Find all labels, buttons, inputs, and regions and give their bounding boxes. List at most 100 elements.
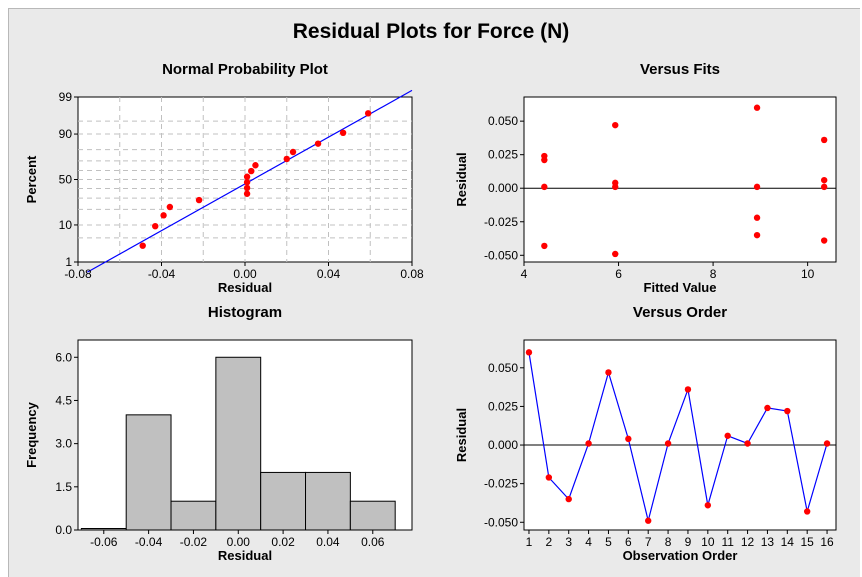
x-tick-label-3: 9 xyxy=(685,535,692,549)
data-point-0 xyxy=(289,148,297,156)
order-series-line xyxy=(528,352,828,521)
y-axis-label-1: Residual xyxy=(454,152,469,206)
y-tick-label-1: 0.000 xyxy=(488,181,518,195)
data-point-3 xyxy=(525,349,533,356)
histogram-bar xyxy=(125,414,172,531)
x-tick-label-3: 6 xyxy=(625,535,632,549)
data-point-0 xyxy=(243,179,251,186)
x-tick-label-3: 7 xyxy=(645,535,652,549)
y-tick-label-3: 0.025 xyxy=(488,399,518,413)
data-point-1 xyxy=(612,121,619,129)
y-tick-label-1: 0.050 xyxy=(488,114,518,128)
data-point-1 xyxy=(753,183,761,191)
histogram-bar xyxy=(349,500,396,531)
x-tick-label-3: 11 xyxy=(721,535,734,549)
x-tick-label-0: 0.08 xyxy=(400,267,424,281)
data-point-0 xyxy=(166,203,174,211)
x-tick-label-2: -0.06 xyxy=(90,535,118,549)
data-point-1 xyxy=(820,136,828,144)
data-point-3 xyxy=(684,386,692,393)
histogram-bar xyxy=(305,471,351,531)
data-point-0 xyxy=(314,140,322,147)
data-point-0 xyxy=(243,173,251,180)
histogram-bar xyxy=(170,500,217,531)
y-tick-label-3: -0.050 xyxy=(484,515,518,529)
y-tick-label-2: 1.5 xyxy=(55,480,72,494)
figure-title: Residual Plots for Force (N) xyxy=(292,20,570,43)
data-point-0 xyxy=(339,129,347,137)
y-tick-label-3: -0.025 xyxy=(484,477,518,491)
data-point-3 xyxy=(704,502,712,509)
data-point-0 xyxy=(283,155,290,163)
data-point-1 xyxy=(820,237,828,244)
y-tick-label-3: 0.000 xyxy=(488,438,518,452)
x-tick-label-0: 0.00 xyxy=(233,267,257,281)
y-tick-label-0: 90 xyxy=(59,127,73,141)
x-tick-label-0: -0.08 xyxy=(64,267,92,281)
y-tick-label-2: 4.5 xyxy=(55,393,72,407)
data-point-1 xyxy=(541,183,548,191)
data-point-3 xyxy=(565,495,572,503)
x-tick-label-3: 15 xyxy=(801,535,815,549)
data-point-3 xyxy=(585,440,592,447)
x-tick-label-1: 8 xyxy=(710,267,717,281)
x-tick-label-3: 1 xyxy=(526,535,533,549)
x-tick-label-3: 13 xyxy=(761,535,775,549)
y-tick-label-3: 0.050 xyxy=(488,361,518,375)
data-point-1 xyxy=(820,176,828,184)
x-tick-label-3: 16 xyxy=(820,535,834,549)
x-tick-label-2: 0.06 xyxy=(361,535,385,549)
data-point-0 xyxy=(195,196,203,204)
data-point-3 xyxy=(764,404,771,412)
plot-area-1 xyxy=(523,96,837,263)
histogram-bar xyxy=(260,471,307,531)
data-point-3 xyxy=(664,440,672,447)
x-tick-label-3: 3 xyxy=(565,535,572,549)
data-point-0 xyxy=(139,242,146,249)
x-axis-label-2: Residual xyxy=(218,548,272,563)
plot-title-1: Versus Fits xyxy=(640,61,720,78)
x-tick-label-2: -0.04 xyxy=(135,535,163,549)
data-point-3 xyxy=(744,440,751,447)
data-point-0 xyxy=(364,110,372,117)
histogram-bar xyxy=(215,356,262,531)
y-tick-label-2: 6.0 xyxy=(55,350,72,364)
x-tick-label-3: 8 xyxy=(665,535,672,549)
data-point-1 xyxy=(820,183,828,191)
x-axis-label-1: Fitted Value xyxy=(644,280,717,295)
plot-title-2: Histogram xyxy=(208,304,282,321)
x-tick-label-0: -0.04 xyxy=(148,267,176,281)
x-axis-label-3: Observation Order xyxy=(623,548,738,563)
data-point-3 xyxy=(645,517,652,524)
data-point-3 xyxy=(545,474,553,481)
data-point-3 xyxy=(605,369,612,376)
x-tick-label-0: 0.04 xyxy=(317,267,341,281)
data-point-0 xyxy=(243,190,251,197)
x-tick-label-2: -0.02 xyxy=(180,535,208,549)
y-tick-label-2: 0.0 xyxy=(55,523,72,537)
data-point-0 xyxy=(152,222,159,230)
data-point-3 xyxy=(823,440,831,447)
y-tick-label-1: -0.050 xyxy=(484,248,518,262)
x-tick-label-1: 4 xyxy=(521,267,528,281)
plot-title-0: Normal Probability Plot xyxy=(162,61,328,78)
histogram-bar xyxy=(80,528,127,531)
y-axis-label-3: Residual xyxy=(454,408,469,462)
data-point-0 xyxy=(248,167,255,175)
data-point-3 xyxy=(803,508,811,515)
data-point-0 xyxy=(243,184,251,192)
x-axis-label-0: Residual xyxy=(218,280,272,295)
x-tick-label-2: 0.02 xyxy=(271,535,295,549)
data-point-1 xyxy=(753,104,761,111)
x-tick-label-2: 0.04 xyxy=(316,535,340,549)
plot-area-3 xyxy=(523,339,837,531)
x-tick-label-2: 0.00 xyxy=(227,535,251,549)
data-point-1 xyxy=(541,242,548,250)
x-tick-label-3: 2 xyxy=(545,535,552,549)
x-tick-label-1: 6 xyxy=(615,267,622,281)
y-axis-label-2: Frequency xyxy=(24,401,39,468)
data-point-1 xyxy=(753,214,761,221)
x-tick-label-1: 10 xyxy=(801,267,815,281)
